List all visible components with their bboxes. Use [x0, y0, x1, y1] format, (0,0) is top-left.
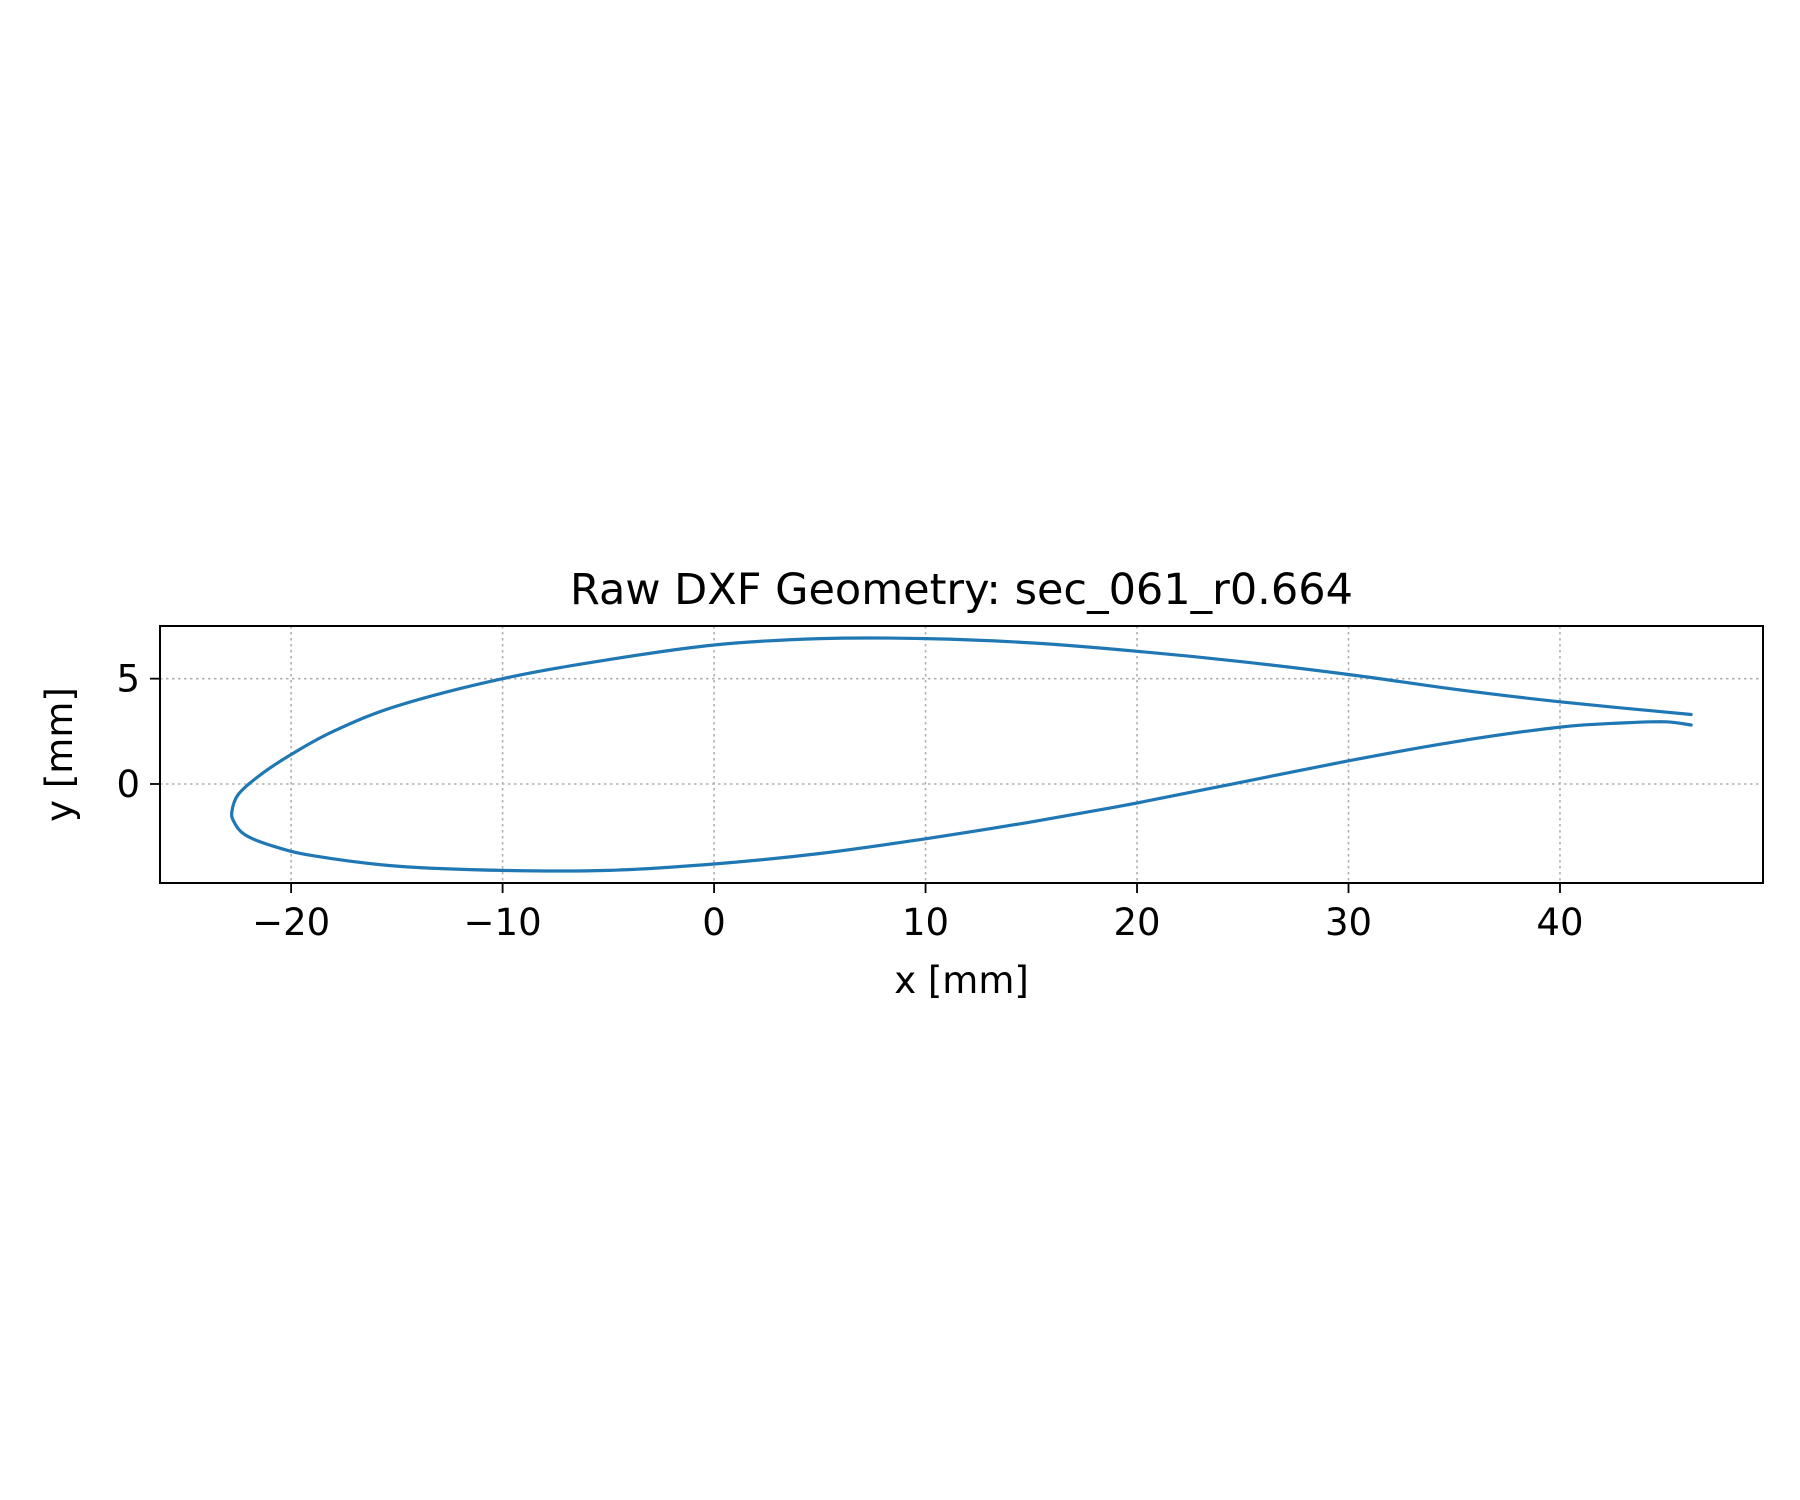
x-tick-label: −10 [464, 901, 542, 944]
airfoil-profile-line [230, 636, 1693, 873]
series-layer [230, 636, 1693, 873]
x-tick-label: 0 [702, 901, 726, 944]
y-tick-label: 0 [116, 763, 140, 806]
grid-layer [160, 626, 1763, 883]
plot-frame [159, 625, 1764, 884]
tick-layer: −20 −10 0 10 20 30 40 0 5 [116, 658, 1583, 944]
y-axis-label: y [mm] [38, 687, 81, 822]
chart-title: Raw DXF Geometry: sec_061_r0.664 [570, 565, 1353, 615]
y-tick-label: 5 [116, 658, 140, 701]
x-tick-label: −20 [252, 901, 330, 944]
x-tick-label: 40 [1536, 901, 1583, 944]
x-tick-label: 20 [1113, 901, 1160, 944]
x-tick-label: 30 [1325, 901, 1372, 944]
x-axis-label: x [mm] [894, 959, 1029, 1002]
x-tick-label: 10 [902, 901, 949, 944]
